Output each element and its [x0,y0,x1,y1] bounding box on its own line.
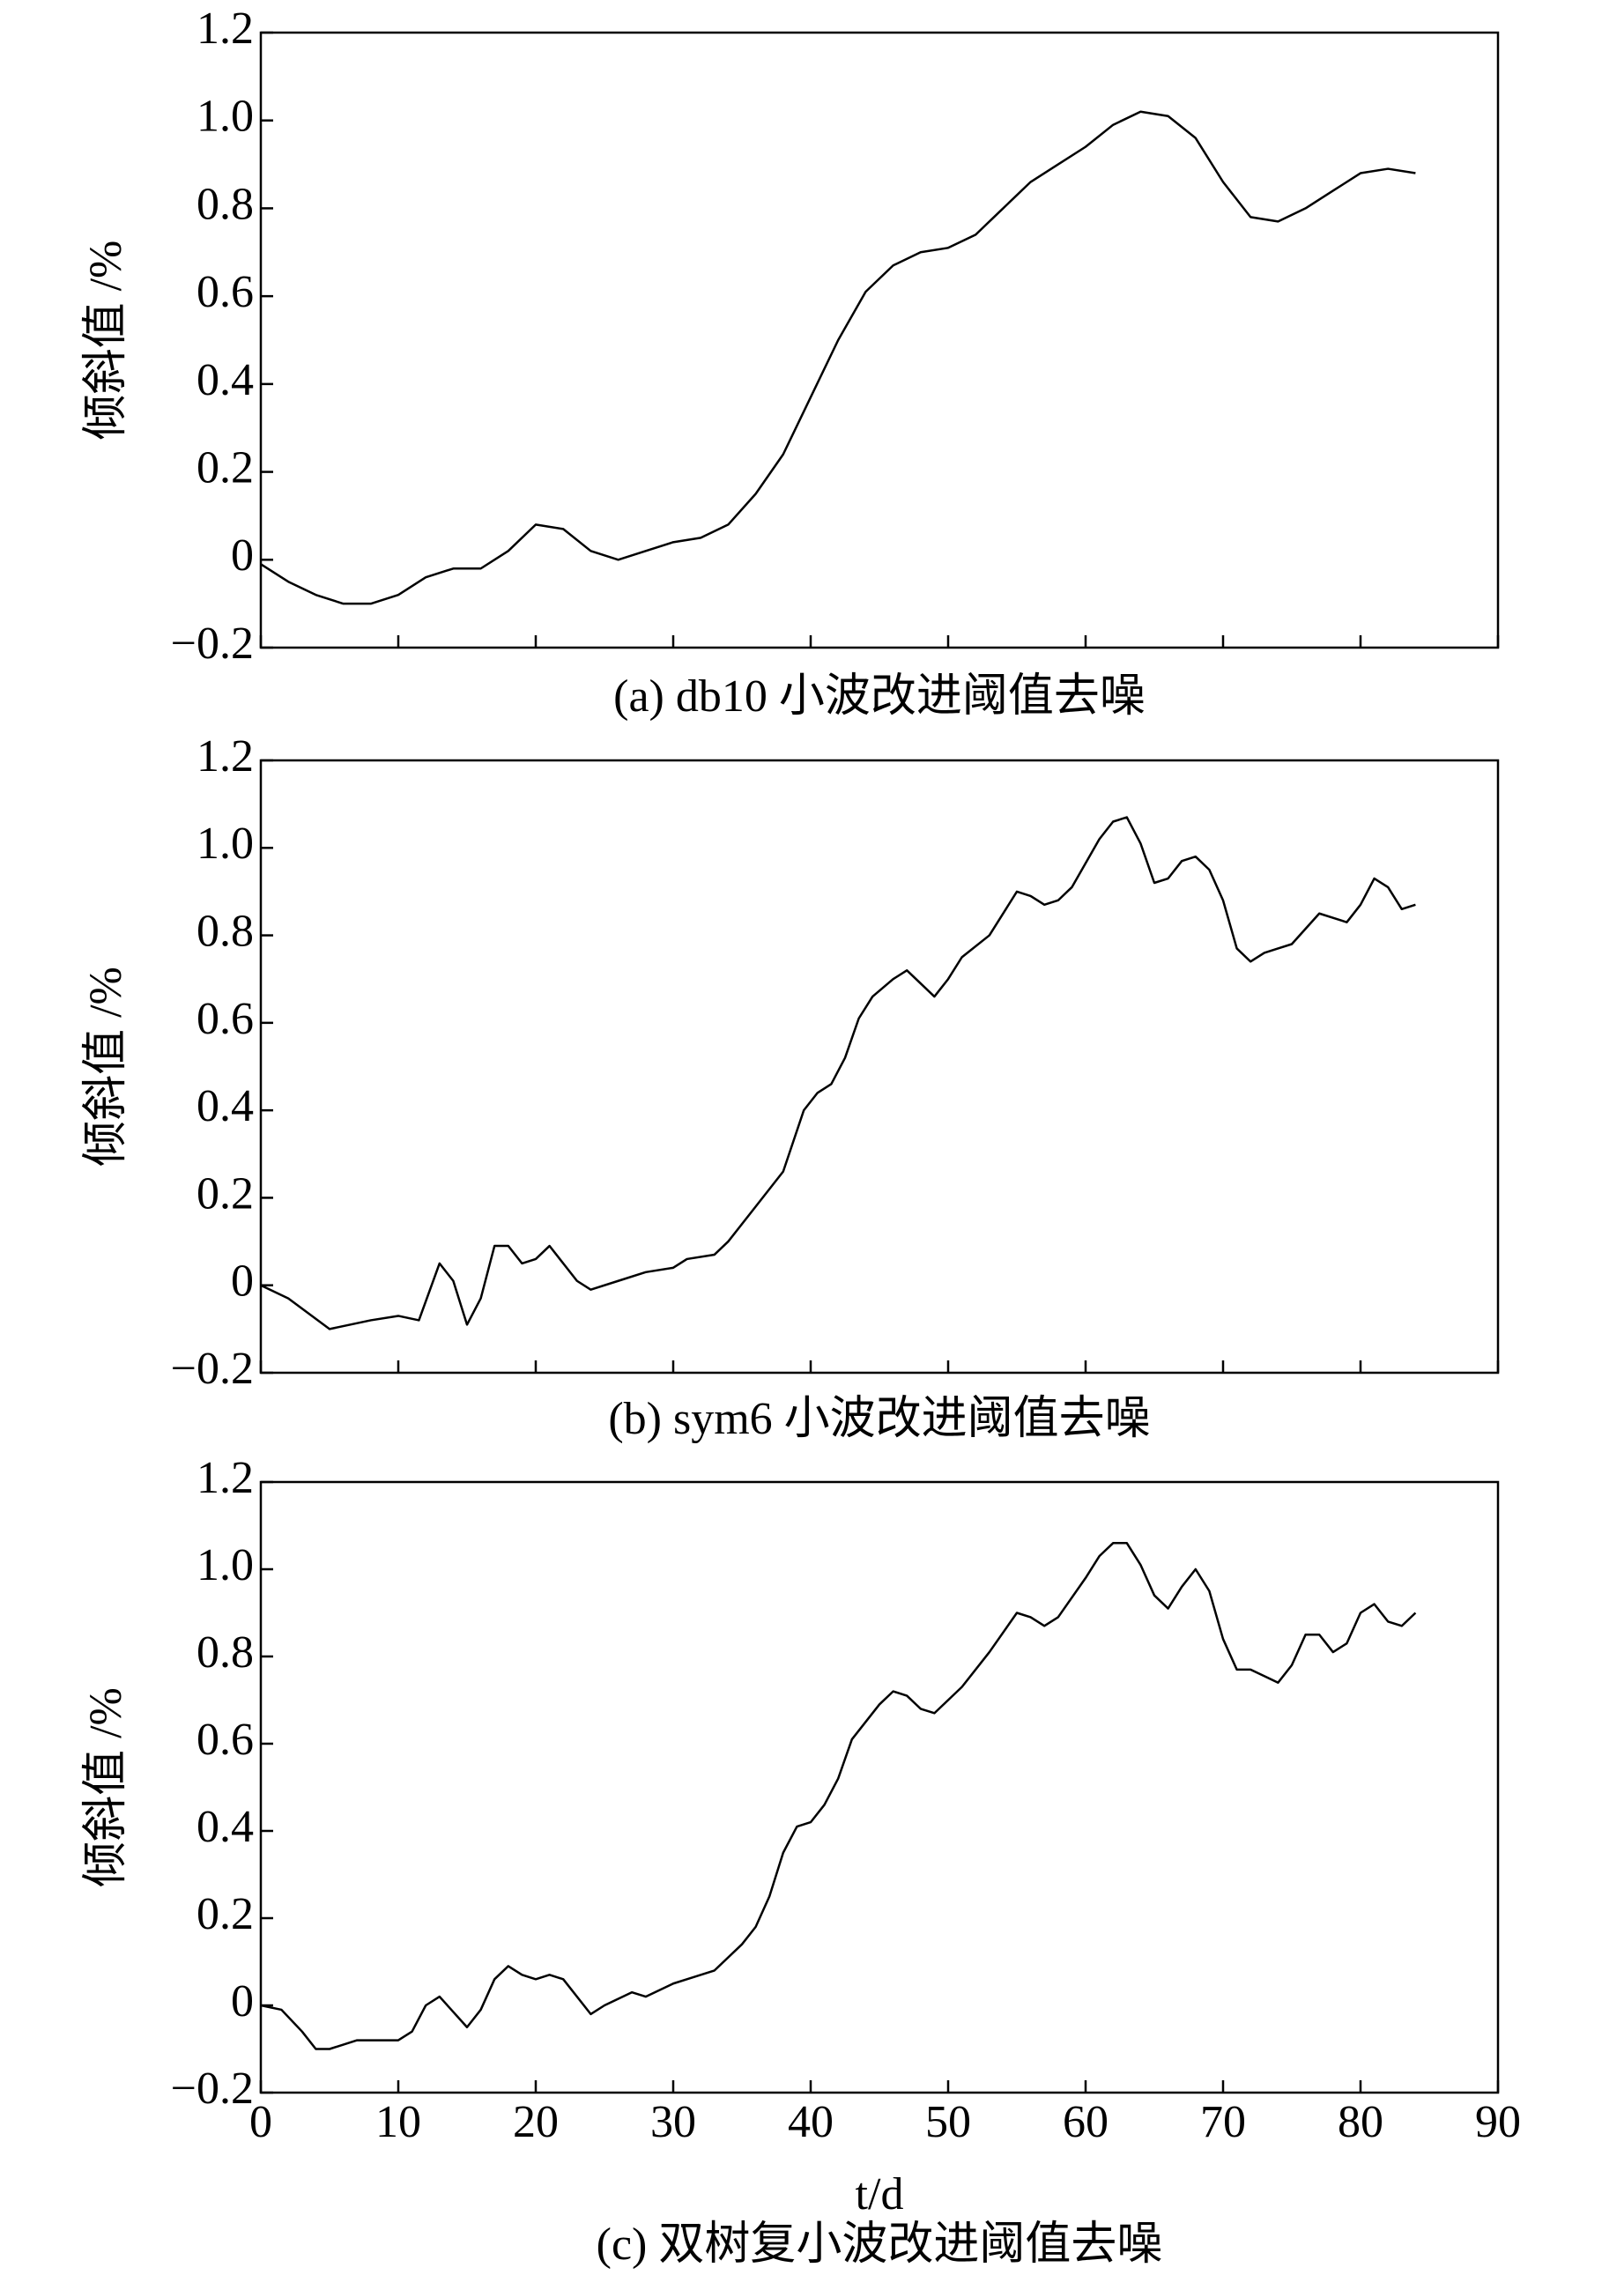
y-tick-label: 0 [231,1976,254,2027]
x-tick-label: 90 [1475,2097,1521,2147]
x-tick-label: 70 [1200,2097,1246,2147]
y-tick-label: 1.2 [197,4,254,54]
y-tick-label: 0.4 [197,1802,254,1852]
y-tick-label: 1.2 [197,731,254,782]
caption: (a) db10 小波改进阈值去噪 [613,671,1146,722]
y-tick-label: 0.2 [197,1168,254,1219]
plot-frame [259,759,1500,1375]
x-tick-label: 40 [788,2097,834,2147]
data-line [260,816,1416,1330]
y-tick-label: 1.0 [197,92,254,142]
y-tick-label: 1.2 [197,1453,254,1503]
y-tick-label: 0 [231,1256,254,1307]
y-tick-label: 0.2 [197,443,254,493]
y-tick-label: −0.2 [171,619,254,669]
x-tick-label: 0 [249,2097,272,2147]
y-tick-label: 0.6 [197,994,254,1044]
caption: (c) 双树复小波改进阈值去噪 [597,2219,1163,2270]
x-tick-label: 20 [513,2097,559,2147]
y-tick-label: 0.6 [197,267,254,317]
x-tick-label: 80 [1338,2097,1383,2147]
plot-frame [259,1480,1500,2094]
y-axis-label: 倾斜值 /% [81,1687,131,1887]
x-tick-label: 50 [925,2097,971,2147]
y-tick-label: −0.2 [171,1344,254,1394]
y-tick-label: 0.8 [197,179,254,229]
y-axis-label: 倾斜值 /% [81,241,131,441]
y-tick-label: 1.0 [197,819,254,869]
x-tick-label: 10 [375,2097,421,2147]
y-tick-label: 0.6 [197,1715,254,1765]
y-tick-label: 0.2 [197,1889,254,1939]
x-tick-label: 60 [1063,2097,1109,2147]
y-tick-label: 0.8 [197,907,254,957]
y-tick-label: −0.2 [171,2064,254,2114]
y-tick-label: 0.4 [197,355,254,405]
plot-frame [259,31,1500,649]
x-axis-label: t/d [856,2169,904,2219]
y-tick-label: 0.4 [197,1081,254,1131]
y-tick-label: 0 [231,530,254,581]
data-line [260,110,1416,605]
caption: (b) sym6 小波改进阈值去噪 [608,1394,1150,1444]
y-tick-label: 1.0 [197,1540,254,1590]
data-line [260,1542,1417,2050]
y-tick-label: 0.8 [197,1627,254,1678]
x-tick-label: 30 [650,2097,696,2147]
y-axis-label: 倾斜值 /% [81,967,131,1167]
